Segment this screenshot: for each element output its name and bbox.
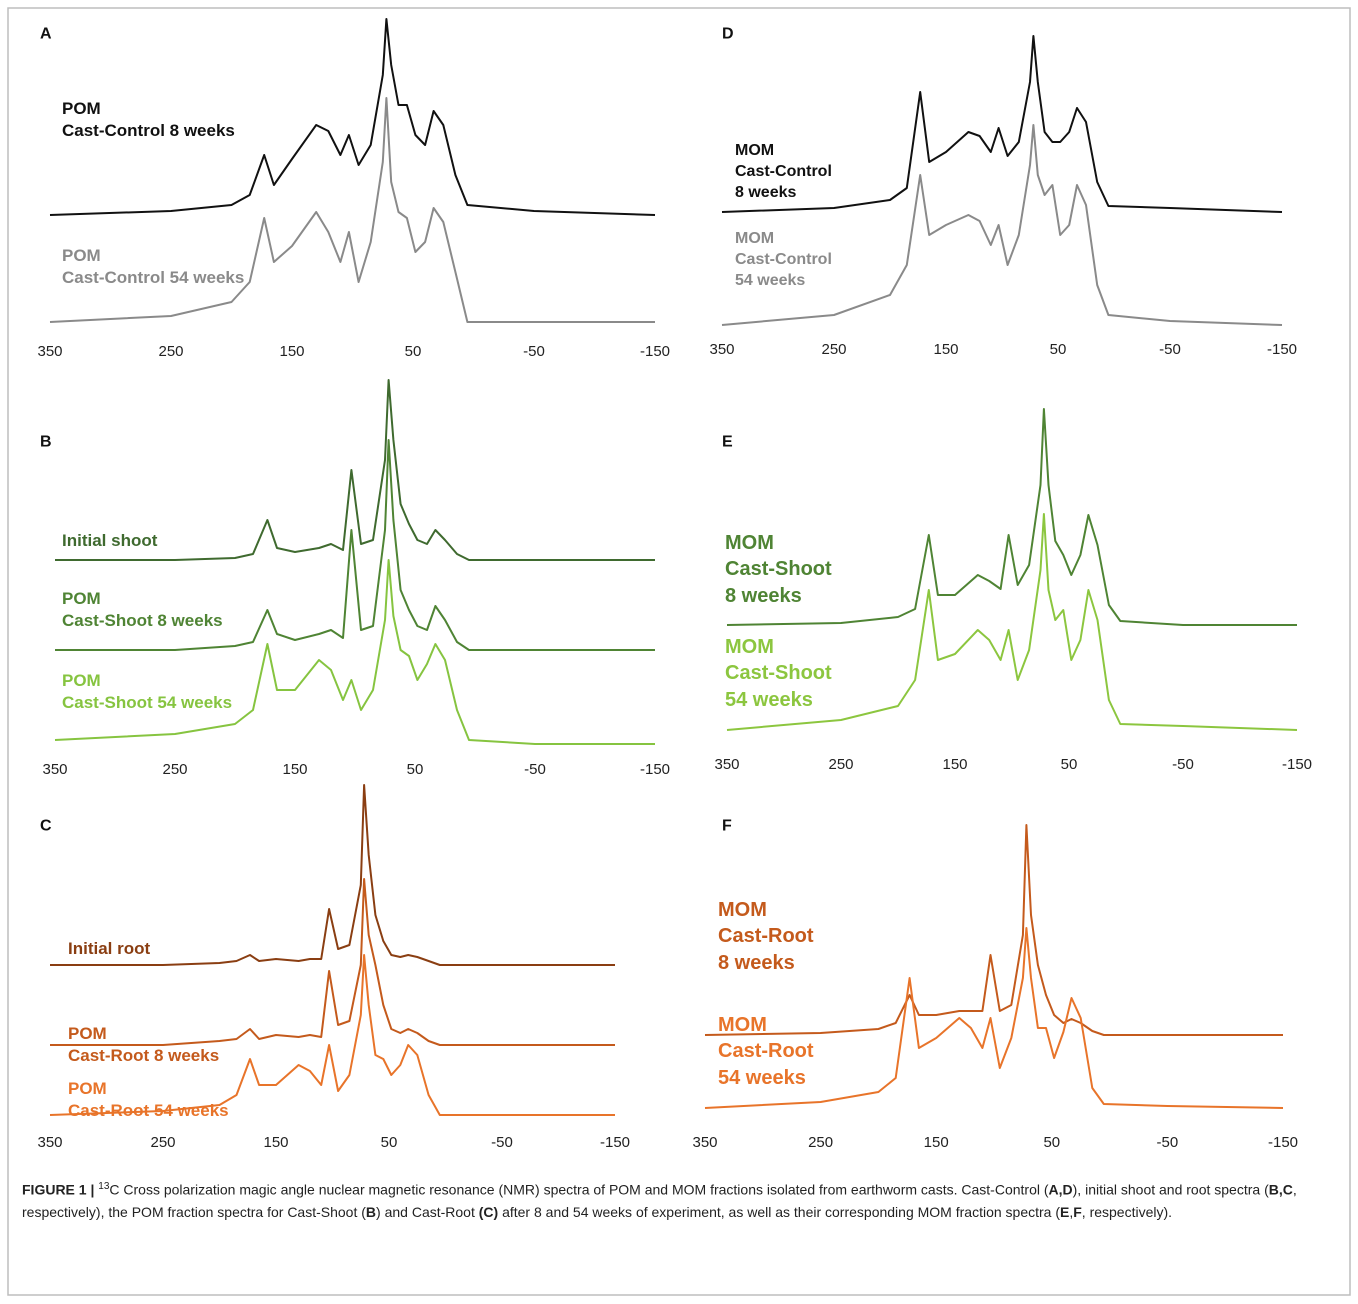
panel-letter: A: [40, 25, 52, 42]
x-tick-label: -150: [640, 761, 670, 778]
series-label: MOM Cast-Control 8 weeks: [735, 142, 832, 202]
spectrum-line: [721, 35, 1283, 213]
caption-bold: F: [1073, 1203, 1082, 1220]
caption-bold: E: [1060, 1203, 1070, 1220]
x-tick-label: 50: [1061, 756, 1078, 773]
spectrum-line: [726, 408, 1297, 626]
series-label: POM Cast-Root 54 weeks: [68, 1079, 229, 1121]
x-tick-label: 150: [263, 1134, 288, 1151]
series-label: POM Cast-Root 8 weeks: [68, 1024, 220, 1066]
x-tick-label: 350: [714, 756, 739, 773]
x-tick-label: -50: [1172, 756, 1194, 773]
panel-letter: F: [722, 817, 732, 834]
x-tick-label: 150: [282, 761, 307, 778]
series-label: MOM Cast-Root 8 weeks: [718, 899, 814, 974]
series-label: MOM Cast-Control 54 weeks: [735, 230, 832, 290]
caption-bold: B: [365, 1203, 377, 1220]
x-tick-label: 150: [279, 343, 304, 360]
spectrum-line: [726, 513, 1298, 731]
caption-sup: 13: [98, 1181, 110, 1192]
x-tick-label: -50: [524, 761, 546, 778]
series-label: POM Cast-Shoot 8 weeks: [62, 589, 223, 631]
x-tick-label: 250: [150, 1134, 175, 1151]
series-label: POM Cast-Control 54 weeks: [62, 246, 245, 288]
x-tick-label: -50: [491, 1134, 513, 1151]
series-label: POM Cast-Shoot 54 weeks: [62, 671, 233, 713]
x-tick-label: 50: [381, 1134, 398, 1151]
x-tick-label: -150: [600, 1134, 630, 1151]
x-tick-label: 250: [158, 343, 183, 360]
x-tick-label: -150: [1282, 756, 1312, 773]
caption-text: ), initial shoot and root spectra (: [1072, 1181, 1269, 1198]
x-tick-label: -50: [523, 343, 545, 360]
caption-text: ,: [1069, 1203, 1074, 1220]
caption-text: ) and Cast-Root: [376, 1203, 479, 1220]
caption-bold: A,D: [1048, 1181, 1073, 1198]
caption-figure: FIGURE 1 |: [22, 1181, 99, 1198]
caption-text: , respectively).: [1081, 1203, 1173, 1220]
x-tick-label: 350: [42, 761, 67, 778]
spectrum-line: [55, 379, 655, 561]
spectrum-line: [50, 784, 615, 966]
x-tick-label: 350: [709, 341, 734, 358]
x-tick-label: 50: [1050, 341, 1067, 358]
x-tick-label: 50: [405, 343, 422, 360]
figure-frame: [7, 7, 1351, 1296]
x-tick-label: -150: [640, 343, 670, 360]
x-tick-label: 150: [924, 1134, 949, 1151]
panel-letter: E: [722, 433, 733, 450]
x-tick-label: 250: [162, 761, 187, 778]
series-label: POM Cast-Control 8 weeks: [62, 99, 235, 141]
caption-text: C Cross polarization magic angle nuclear…: [109, 1181, 1049, 1198]
panel-letter: B: [40, 433, 52, 450]
spectrum-line: [50, 878, 615, 1046]
x-tick-label: 150: [933, 341, 958, 358]
x-tick-label: 250: [821, 341, 846, 358]
panel-letter: D: [722, 25, 734, 42]
spectrum-line: [55, 439, 655, 651]
spectrum-line: [54, 559, 655, 745]
x-tick-label: -50: [1159, 341, 1181, 358]
caption-text: after 8 and 54 weeks of experiment, as w…: [498, 1203, 1060, 1220]
x-tick-label: 350: [37, 343, 62, 360]
x-tick-label: -150: [1267, 341, 1297, 358]
caption-bold: B,C: [1268, 1181, 1293, 1198]
x-tick-label: 50: [407, 761, 424, 778]
x-tick-label: 150: [942, 756, 967, 773]
spectrum-line: [49, 97, 655, 323]
series-label: Initial root: [68, 939, 151, 958]
caption-text: , respectively), the POM fraction spectr…: [22, 1181, 1297, 1220]
x-tick-label: -150: [1268, 1134, 1298, 1151]
series-label: MOM Cast-Root 54 weeks: [718, 1014, 814, 1089]
spectrum-line: [721, 124, 1283, 326]
x-tick-label: 250: [808, 1134, 833, 1151]
series-label: MOM Cast-Shoot 8 weeks: [725, 532, 832, 607]
x-tick-label: 50: [1043, 1134, 1060, 1151]
series-label: MOM Cast-Shoot 54 weeks: [725, 636, 832, 711]
x-tick-label: 350: [692, 1134, 717, 1151]
x-tick-label: 350: [37, 1134, 62, 1151]
spectrum-line: [49, 954, 615, 1116]
caption-bold: (C): [478, 1203, 499, 1220]
panel-letter: C: [40, 817, 52, 834]
x-tick-label: 250: [828, 756, 853, 773]
spectrum-line: [704, 927, 1284, 1109]
spectrum-line: [704, 824, 1283, 1036]
series-label: Initial shoot: [62, 531, 158, 550]
x-tick-label: -50: [1157, 1134, 1179, 1151]
spectrum-line: [49, 18, 656, 216]
caption: FIGURE 1 | 13C Cross polarization magic …: [22, 1176, 1337, 1223]
